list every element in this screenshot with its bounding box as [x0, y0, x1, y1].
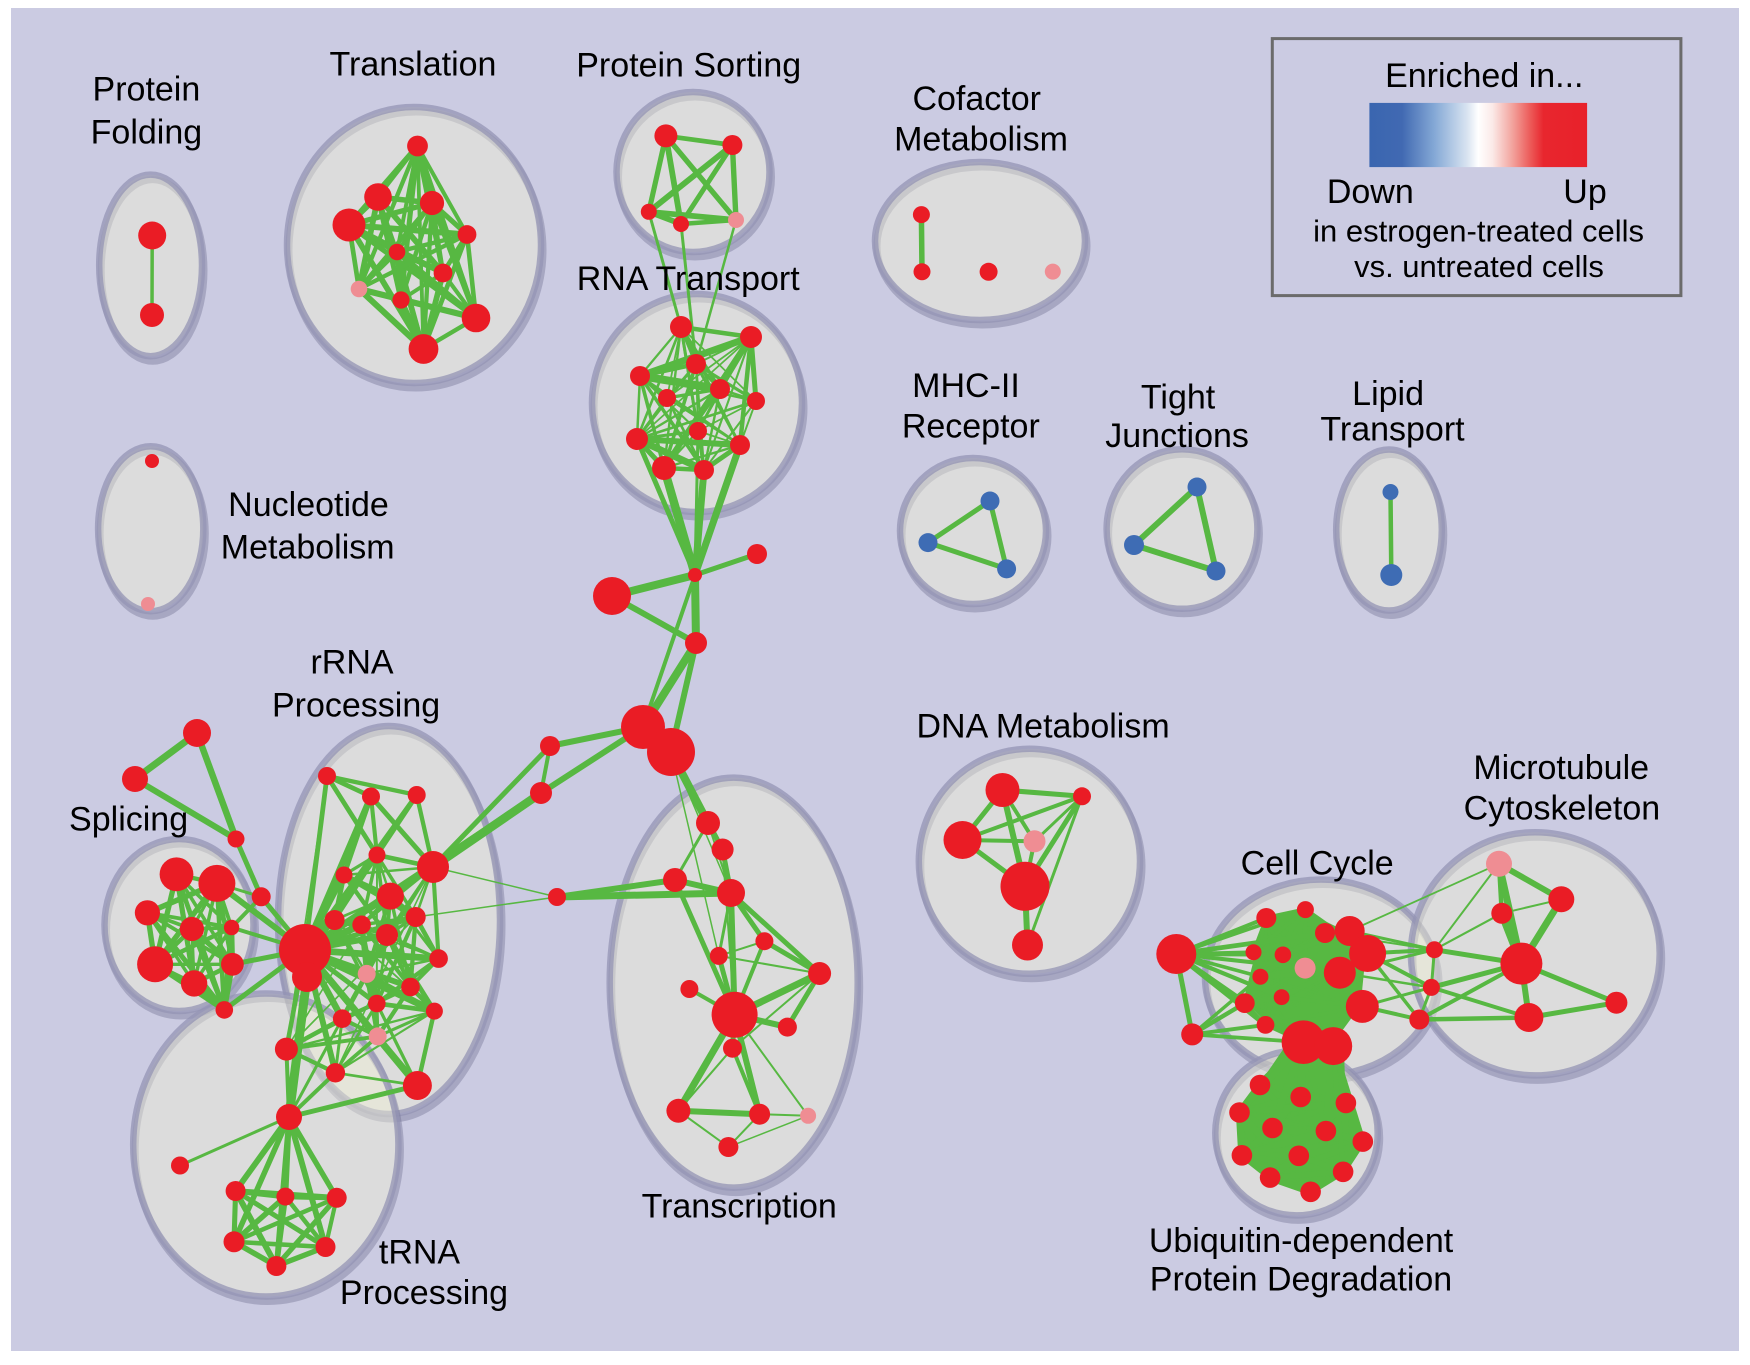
- svg-text:Cofactor: Cofactor: [912, 80, 1041, 118]
- svg-text:RNA Transport: RNA Transport: [577, 260, 801, 298]
- svg-text:MHC-II: MHC-II: [912, 367, 1020, 405]
- svg-text:Transport: Transport: [1320, 411, 1465, 449]
- svg-text:in estrogen-treated cells: in estrogen-treated cells: [1313, 213, 1644, 248]
- svg-text:Transcription: Transcription: [642, 1188, 837, 1226]
- svg-text:Microtubule: Microtubule: [1473, 749, 1649, 787]
- svg-text:Tight: Tight: [1141, 378, 1216, 416]
- svg-text:Up: Up: [1563, 173, 1606, 211]
- svg-text:Metabolism: Metabolism: [221, 529, 395, 567]
- svg-text:Metabolism: Metabolism: [894, 121, 1068, 159]
- svg-text:Folding: Folding: [91, 114, 203, 152]
- svg-text:Receptor: Receptor: [902, 408, 1040, 446]
- svg-text:Processing: Processing: [272, 686, 440, 724]
- svg-text:Cell Cycle: Cell Cycle: [1241, 844, 1394, 882]
- svg-text:Ubiquitin-dependent: Ubiquitin-dependent: [1149, 1222, 1454, 1260]
- svg-text:vs. untreated cells: vs. untreated cells: [1354, 249, 1604, 284]
- svg-text:Enriched in...: Enriched in...: [1385, 57, 1583, 95]
- svg-text:Protein Sorting: Protein Sorting: [576, 47, 801, 85]
- svg-text:Splicing: Splicing: [69, 801, 188, 839]
- svg-text:Translation: Translation: [330, 45, 497, 83]
- svg-text:Lipid: Lipid: [1352, 375, 1424, 413]
- svg-text:Processing: Processing: [340, 1274, 508, 1312]
- svg-text:Cytoskeleton: Cytoskeleton: [1464, 790, 1661, 828]
- svg-text:DNA Metabolism: DNA Metabolism: [916, 708, 1169, 746]
- svg-text:Nucleotide: Nucleotide: [228, 486, 389, 524]
- svg-text:Junctions: Junctions: [1105, 417, 1249, 455]
- svg-text:Protein: Protein: [93, 71, 201, 109]
- svg-text:tRNA: tRNA: [379, 1234, 461, 1272]
- svg-text:Down: Down: [1327, 173, 1414, 211]
- svg-text:Protein Degradation: Protein Degradation: [1150, 1261, 1452, 1299]
- svg-text:rRNA: rRNA: [310, 643, 393, 681]
